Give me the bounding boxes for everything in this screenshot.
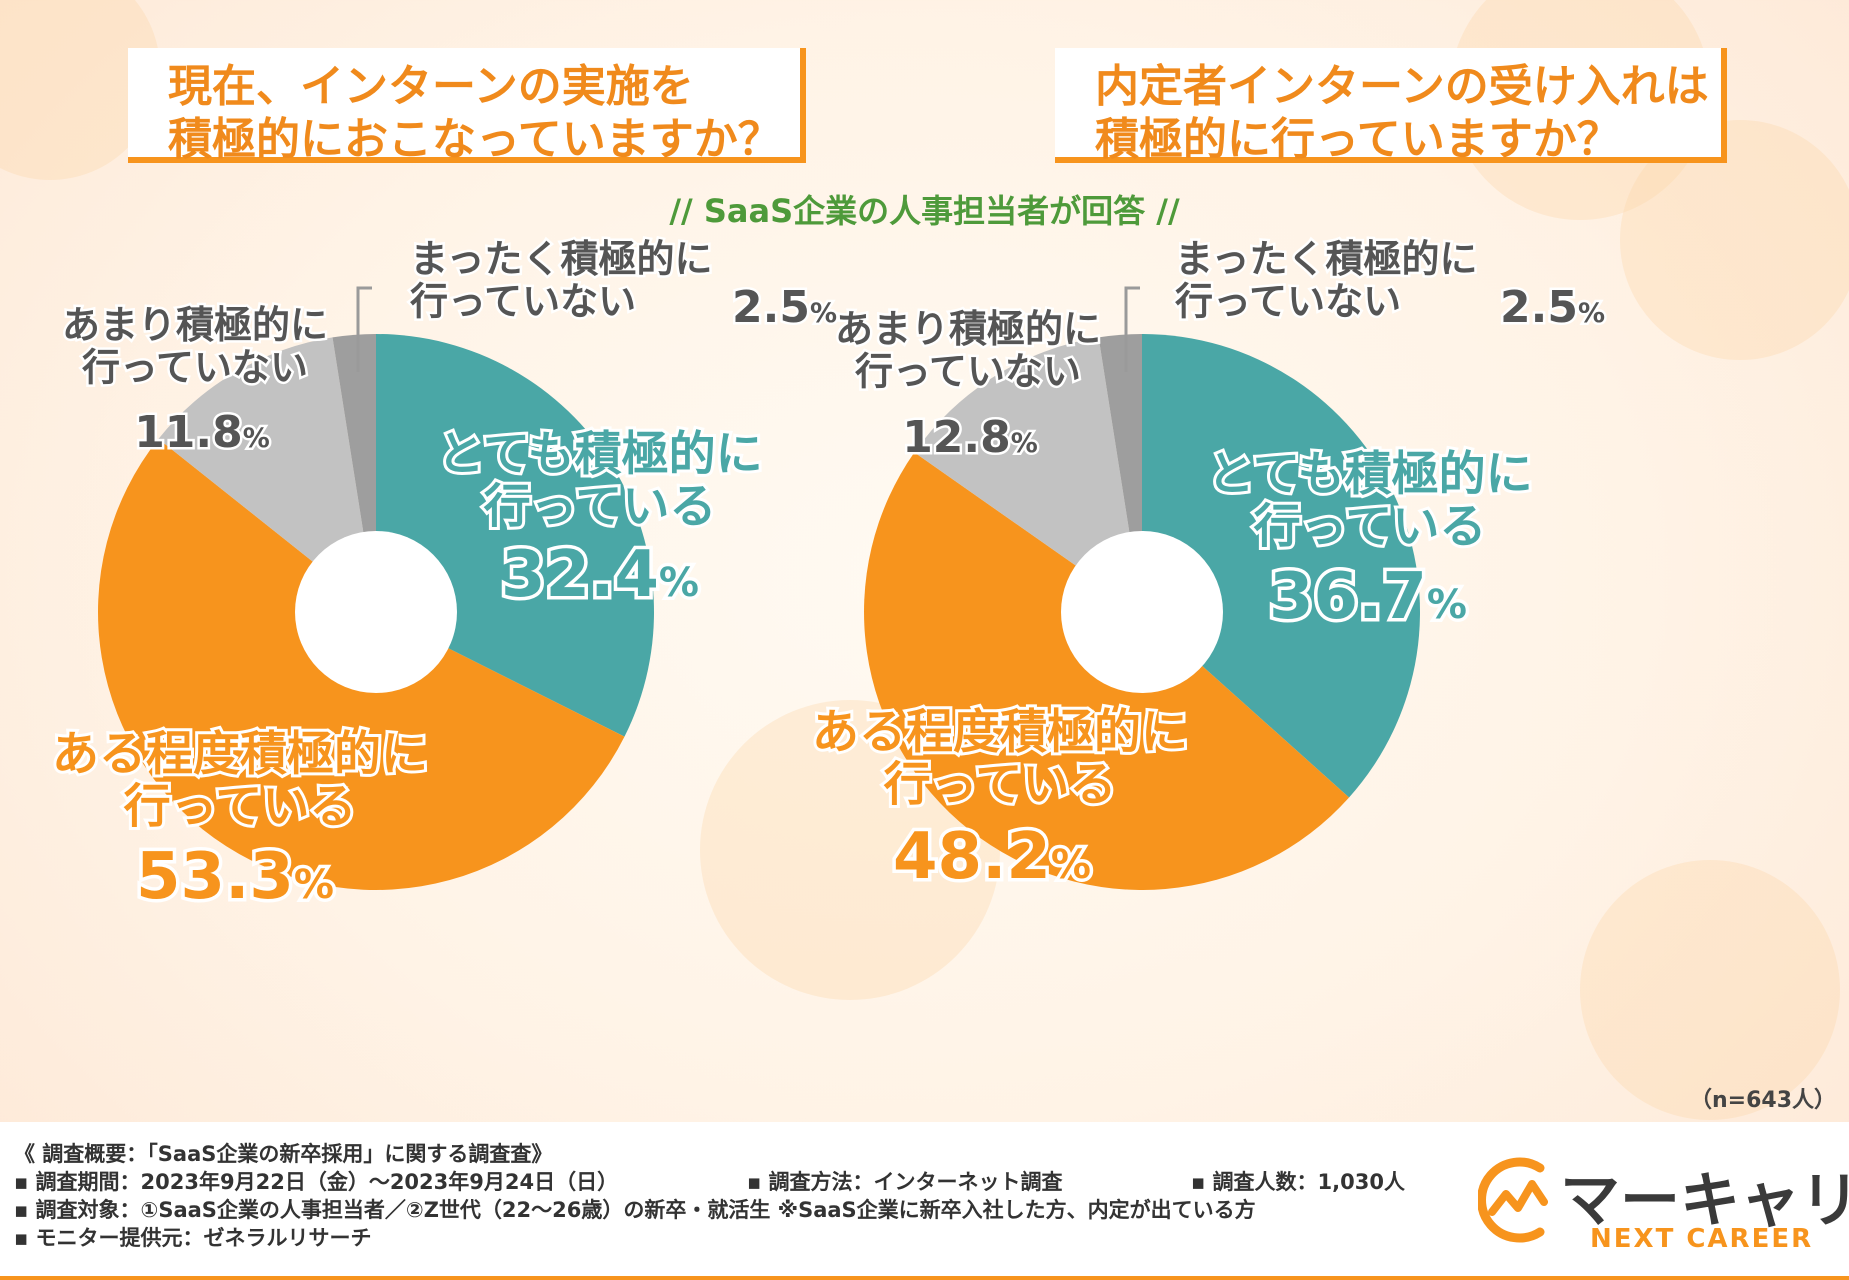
- label-not-much-2-line1: あまり積極的に: [835, 307, 1101, 351]
- question-box-right: 内定者インターンの受け入れは 積極的に行っていますか？: [1055, 48, 1727, 165]
- donut-charts: とても積極的に行っている32.4%ある程度積極的に行っている53.3%あまり積極…: [52, 237, 1606, 914]
- label-not-much-1-line2: 行っていない: [82, 346, 308, 390]
- question-box-left: 現在、インターンの実施を 積極的におこなっていますか？: [128, 48, 806, 165]
- value-not-much-2: 12.8%: [902, 412, 1038, 463]
- footer-provider: ▪ モニター提供元：ゼネラルリサーチ: [14, 1226, 372, 1250]
- question-left-line2: 積極的におこなっていますか？: [168, 114, 782, 165]
- brand-logo-icon: [1478, 1157, 1548, 1243]
- value-very-2: 36.7%: [1269, 560, 1467, 634]
- footer-count: ▪ 調査人数：1,030人: [1191, 1170, 1405, 1194]
- value-not-at-all-2: 2.5%: [1500, 282, 1605, 333]
- question-left-line1: 現在、インターンの実施を: [168, 61, 694, 112]
- label-not-at-all-1-line1: まったく積極的に: [410, 237, 712, 281]
- leader-bracket-2: [1124, 286, 1140, 372]
- value-very-1: 32.4%: [501, 538, 699, 612]
- label-somewhat-1-line2: 行っている: [124, 780, 357, 835]
- value-somewhat-2: 48.2%: [893, 820, 1091, 894]
- subtitle: // SaaS企業の人事担当者が回答 //: [669, 192, 1180, 230]
- question-right-line2: 積極的に行っていますか？: [1095, 114, 1621, 165]
- footer-method: ▪ 調査方法：インターネット調査: [747, 1170, 1063, 1194]
- slice-very-2: [1142, 334, 1421, 798]
- footer-row: ▪ 調査期間：2023年9月22日（金）〜2023年9月24日（日） ▪ 調査方…: [14, 1166, 1414, 1194]
- leader-bracket-1: [356, 286, 372, 372]
- label-somewhat-2-line1: ある程度積極的に: [812, 705, 1188, 760]
- label-not-much-1-line1: あまり積極的に: [62, 303, 328, 347]
- label-very-1-line1: とても積極的に: [437, 427, 762, 482]
- brand-subtitle: NEXT CAREER: [1590, 1224, 1814, 1254]
- value-not-at-all-1: 2.5%: [732, 282, 837, 333]
- label-very-2-line2: 行っている: [1254, 500, 1487, 555]
- question-right-line1: 内定者インターンの受け入れは: [1095, 61, 1709, 112]
- donut-hole-2: [1061, 531, 1223, 693]
- footer-overview: 《 調査概要：「SaaS企業の新卒採用」に関する調査査》: [14, 1142, 553, 1166]
- label-not-much-2-line2: 行っていない: [855, 350, 1081, 394]
- sample-size: （n=643人）: [1690, 1088, 1837, 1113]
- footer-target: ▪ 調査対象：①SaaS企業の人事担当者／②Z世代（22〜26歳）の新卒・就活生…: [14, 1198, 1256, 1222]
- footer-period: ▪ 調査期間：2023年9月22日（金）〜2023年9月24日（日）: [14, 1170, 619, 1194]
- donut-hole-1: [295, 531, 457, 693]
- value-somewhat-1: 53.3%: [136, 840, 334, 914]
- bottom-rule: [0, 1276, 1849, 1280]
- label-not-at-all-2-line1: まったく積極的に: [1175, 237, 1477, 281]
- label-not-at-all-1-line2: 行っていない: [410, 280, 636, 324]
- slice-not-much-1: [158, 337, 376, 612]
- label-somewhat-1-line1: ある程度積極的に: [52, 727, 428, 782]
- label-very-1-line2: 行っている: [484, 480, 717, 535]
- slice-not-much-2: [914, 337, 1142, 612]
- background-bubble: [1580, 860, 1840, 1120]
- brand-name: マーキャリ: [1560, 1166, 1849, 1236]
- label-not-at-all-2-line2: 行っていない: [1175, 280, 1401, 324]
- label-very-2-line1: とても積極的に: [1207, 447, 1532, 502]
- label-somewhat-2-line2: 行っている: [884, 758, 1117, 813]
